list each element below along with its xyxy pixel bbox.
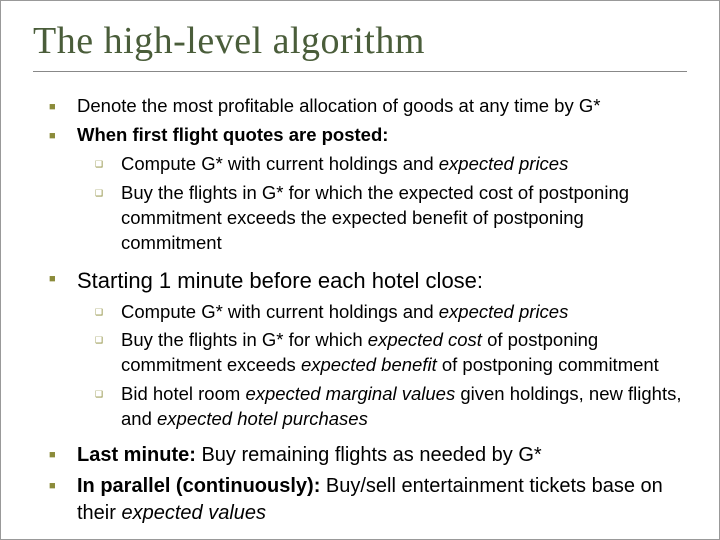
hollow-square-bullet-icon: ❑ xyxy=(95,181,121,256)
hollow-square-bullet-icon: ❑ xyxy=(95,328,121,378)
square-bullet-icon: ■ xyxy=(49,266,77,296)
hollow-square-bullet-icon: ❑ xyxy=(95,300,121,325)
hollow-square-bullet-icon: ❑ xyxy=(95,382,121,432)
bullet-text: Compute G* with current holdings and exp… xyxy=(121,300,687,325)
bullet-level-1: ■Denote the most profitable allocation o… xyxy=(33,94,687,119)
bullet-text: Bid hotel room expected marginal values … xyxy=(121,382,687,432)
bullet-text: Last minute: Buy remaining flights as ne… xyxy=(77,442,687,469)
bullet-level-1: ■Starting 1 minute before each hotel clo… xyxy=(33,266,687,296)
bullet-text: In parallel (continuously): Buy/sell ent… xyxy=(77,473,687,527)
bullet-level-2: ❑Compute G* with current holdings and ex… xyxy=(33,300,687,325)
slide: The high-level algorithm ■Denote the mos… xyxy=(0,0,720,540)
bullet-level-2: ❑Compute G* with current holdings and ex… xyxy=(33,152,687,177)
square-bullet-icon: ■ xyxy=(49,94,77,119)
bullet-level-1: ■Last minute: Buy remaining flights as n… xyxy=(33,442,687,469)
square-bullet-icon: ■ xyxy=(49,473,77,527)
bullet-level-2: ❑Buy the flights in G* for which expecte… xyxy=(33,328,687,378)
bullet-level-2: ❑Bid hotel room expected marginal values… xyxy=(33,382,687,432)
bullet-text: Compute G* with current holdings and exp… xyxy=(121,152,687,177)
bullet-level-1: ■When first flight quotes are posted: xyxy=(33,123,687,148)
bullet-text: When first flight quotes are posted: xyxy=(77,123,687,148)
slide-title: The high-level algorithm xyxy=(33,19,687,72)
bullet-text: Denote the most profitable allocation of… xyxy=(77,94,687,119)
bullet-text: Starting 1 minute before each hotel clos… xyxy=(77,266,687,296)
slide-body: ■Denote the most profitable allocation o… xyxy=(33,94,687,527)
bullet-text: Buy the flights in G* for which expected… xyxy=(121,328,687,378)
hollow-square-bullet-icon: ❑ xyxy=(95,152,121,177)
bullet-level-1: ■In parallel (continuously): Buy/sell en… xyxy=(33,473,687,527)
square-bullet-icon: ■ xyxy=(49,123,77,148)
bullet-text: Buy the flights in G* for which the expe… xyxy=(121,181,687,256)
square-bullet-icon: ■ xyxy=(49,442,77,469)
bullet-level-2: ❑Buy the flights in G* for which the exp… xyxy=(33,181,687,256)
